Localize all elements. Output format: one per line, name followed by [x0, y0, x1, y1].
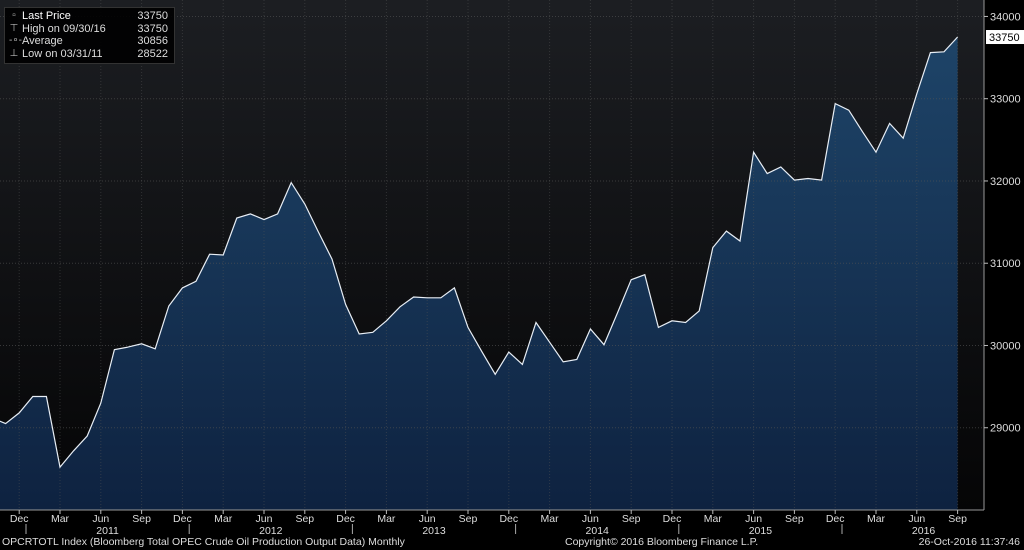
legend-value: 28522 [137, 47, 168, 60]
legend-row-last-price: ▫ Last Price 33750 [9, 10, 168, 23]
x-tick-label: Jun [256, 513, 273, 525]
legend-label: Low on 03/31/11 [22, 47, 103, 60]
legend-row-high: ⊤ High on 09/30/16 33750 [9, 23, 168, 36]
y-tick-label: 29000 [990, 423, 1021, 435]
x-tick-label: Mar [867, 513, 886, 525]
footer-copyright: Copyright© 2016 Bloomberg Finance L.P. [565, 536, 759, 548]
x-tick-label: Mar [541, 513, 560, 525]
x-tick-label: Jun [745, 513, 762, 525]
series-line-last-price [0, 36, 959, 469]
legend-value: 33750 [137, 22, 168, 35]
x-tick-label: Dec [10, 513, 29, 525]
x-tick-label: Sep [622, 513, 641, 525]
x-tick-label: Mar [214, 513, 233, 525]
y-tick-label: 32000 [990, 176, 1021, 188]
x-tick-label: Dec [663, 513, 682, 525]
legend-value: 33750 [137, 10, 168, 22]
x-tick-label: Mar [377, 513, 396, 525]
series-area-last-price [0, 37, 958, 510]
x-tick-label: Dec [826, 513, 845, 525]
x-tick-label: Jun [92, 513, 109, 525]
legend-box-icon: ▫ [12, 10, 16, 21]
y-tick-label: 31000 [990, 258, 1021, 270]
average-marker-icon: -∘- [9, 35, 22, 46]
x-tick-label: Sep [295, 513, 314, 525]
legend-row-low: ⊥ Low on 03/31/11 28522 [9, 48, 168, 61]
x-tick-label: Dec [336, 513, 355, 525]
low-marker-icon: ⊥ [9, 47, 19, 59]
footer-ticker-description: OPCRTOTL Index (Bloomberg Total OPEC Cru… [2, 536, 405, 548]
x-tick-label: Mar [704, 513, 723, 525]
legend-row-average: -∘- Average 30856 [9, 35, 168, 48]
x-tick-label: Sep [459, 513, 478, 525]
footer-timestamp: 26-Oct-2016 11:37:46 [918, 536, 1020, 548]
legend-label: High on 09/30/16 [22, 22, 106, 35]
legend-label: Last Price [22, 10, 71, 22]
y-tick-label: 33000 [990, 94, 1021, 106]
x-tick-label: Jun [419, 513, 436, 525]
legend-label: Average [22, 35, 63, 47]
x-tick-label: Jun [582, 513, 599, 525]
high-marker-icon: ⊤ [9, 22, 19, 34]
last-value-tag-label: 33750 [989, 32, 1020, 44]
last-value-tag [986, 30, 1024, 45]
x-tick-label: Sep [132, 513, 151, 525]
x-tick-label: Dec [173, 513, 192, 525]
legend: ▫ Last Price 33750 ⊤ High on 09/30/16 33… [4, 7, 175, 64]
y-tick-label: 30000 [990, 340, 1021, 352]
x-tick-label: Mar [51, 513, 70, 525]
legend-value: 30856 [137, 35, 168, 47]
x-tick-label: Sep [785, 513, 804, 525]
x-tick-label: Jun [908, 513, 925, 525]
y-tick-label: 34000 [990, 11, 1021, 23]
x-tick-label: Dec [499, 513, 518, 525]
footer-bar: OPCRTOTL Index (Bloomberg Total OPEC Cru… [0, 534, 1024, 550]
x-tick-label: Sep [948, 513, 967, 525]
